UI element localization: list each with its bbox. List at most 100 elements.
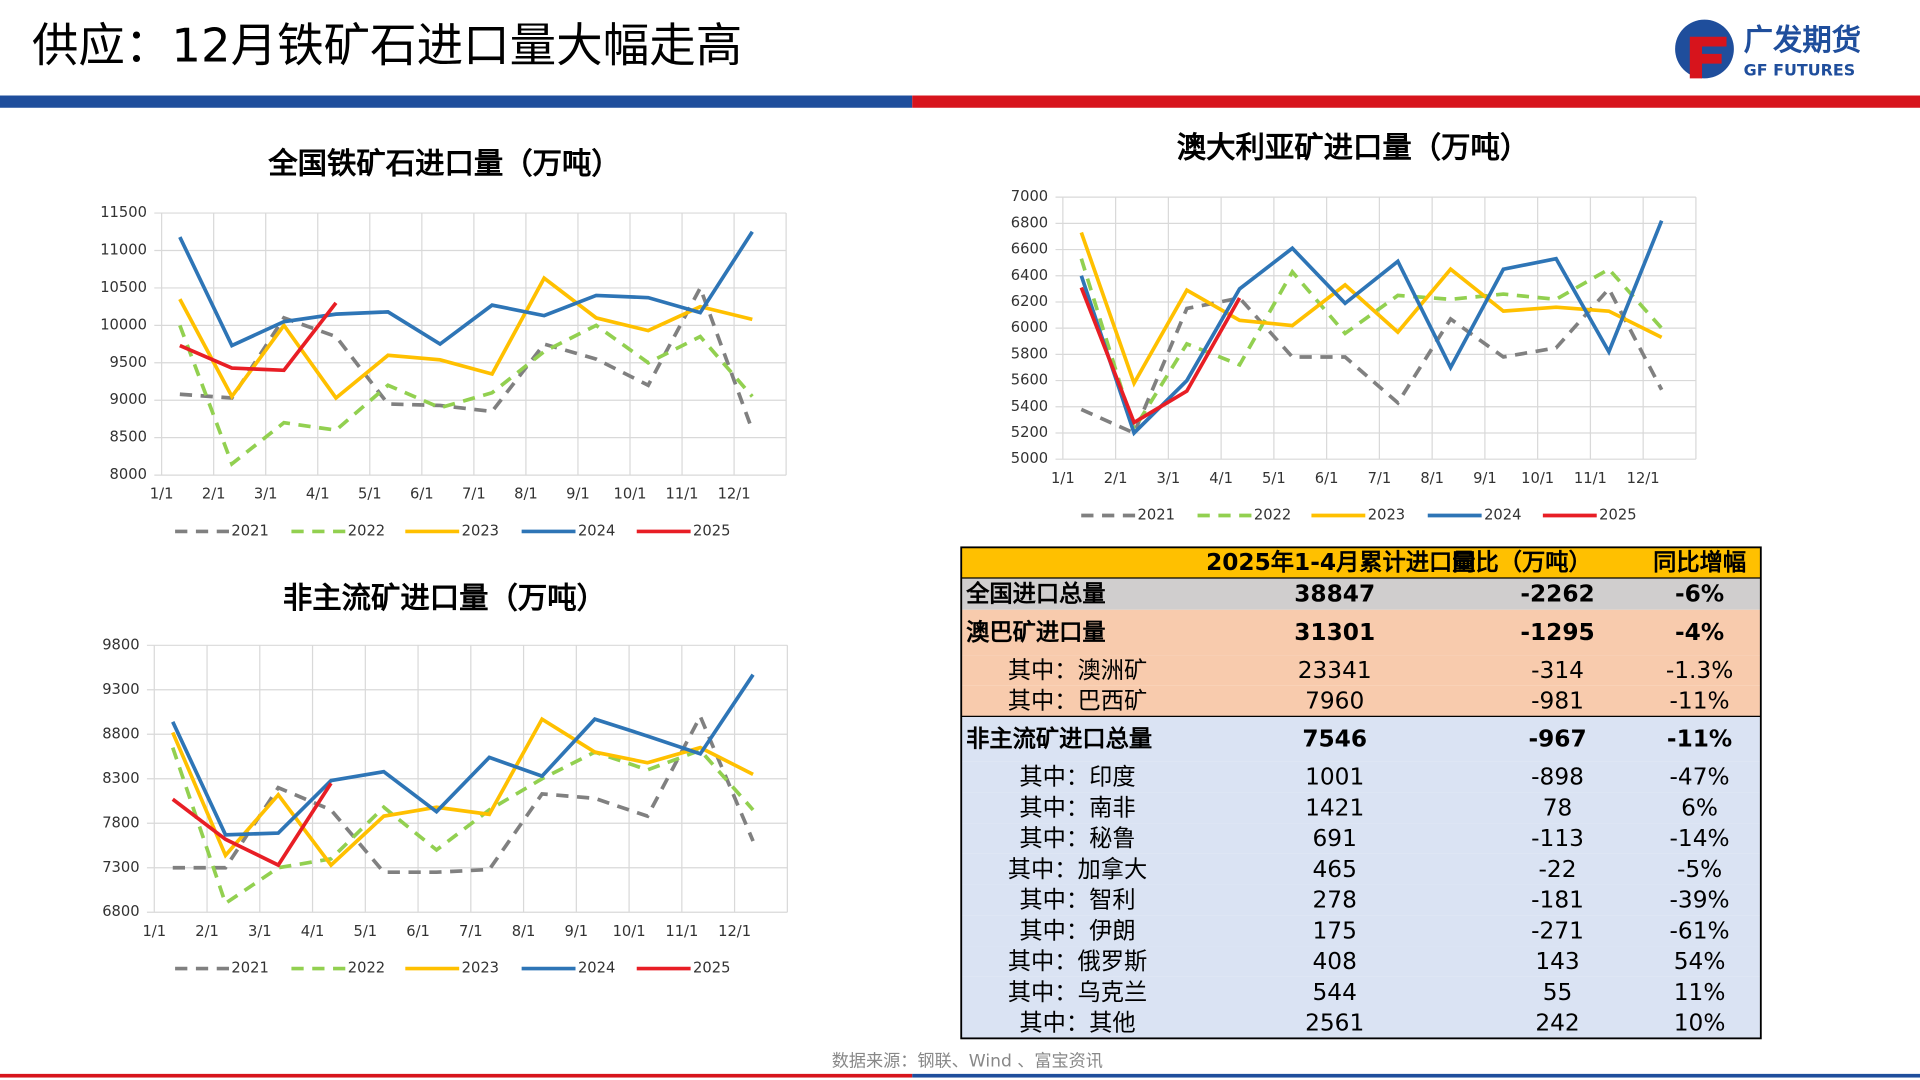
table-row-bg	[961, 609, 1761, 656]
bar-blue	[0, 95, 913, 108]
table-cell: -14%	[1670, 825, 1730, 852]
x-tick-label: 10/1	[614, 486, 647, 503]
x-tick-label: 7/1	[1368, 470, 1392, 487]
table-cell: 其中：加拿大	[1008, 856, 1148, 883]
y-tick-label: 9000	[110, 391, 147, 408]
series-line	[1079, 286, 1242, 426]
table-cell: 408	[1312, 948, 1356, 975]
source: 数据来源：钢联、Wind 、富宝资讯	[832, 1052, 1103, 1072]
y-tick-label: 5600	[1011, 372, 1048, 389]
x-tick-label: 9/1	[566, 486, 590, 503]
y-tick-label: 9300	[102, 681, 139, 698]
series-line	[179, 283, 755, 431]
logo: 广发期货 GF FUTURES	[1675, 19, 1861, 80]
table-cell: 其中：南非	[1019, 794, 1135, 821]
series-line	[178, 230, 754, 349]
legend-label: 2021	[1138, 507, 1175, 524]
x-tick-label: 5/1	[358, 486, 382, 503]
series-line	[1079, 231, 1663, 388]
table-cell: 1421	[1305, 794, 1364, 821]
x-tick-label: 8/1	[512, 923, 536, 940]
x-tick-label: 2/1	[1104, 470, 1128, 487]
y-tick-label: 9800	[102, 636, 139, 653]
x-tick-label: 2/1	[202, 486, 226, 503]
x-tick-label: 3/1	[254, 486, 278, 503]
legend-label: 2023	[462, 960, 499, 977]
series-line	[178, 275, 753, 401]
table-cell: -22	[1539, 856, 1577, 883]
legend-label: 2023	[1368, 507, 1405, 524]
table-cell: 465	[1312, 856, 1356, 883]
chart-title: 非主流矿进口量（万吨）	[283, 580, 606, 615]
x-tick-label: 7/1	[462, 486, 486, 503]
table-cell: -981	[1531, 688, 1584, 715]
table-cell: -5%	[1677, 856, 1722, 883]
table-cell: -4%	[1675, 619, 1724, 646]
table-row-bg	[961, 915, 1761, 947]
x-tick-label: 5/1	[353, 923, 377, 940]
legend-label: 2024	[1484, 507, 1521, 524]
series-line	[1080, 285, 1664, 436]
y-tick-label: 6600	[1011, 241, 1048, 258]
x-tick-label: 10/1	[613, 923, 646, 940]
y-tick-label: 6800	[102, 903, 139, 920]
series-line	[171, 673, 755, 837]
table-cell: 175	[1312, 917, 1356, 944]
table-cell: 其中：澳洲矿	[1008, 657, 1148, 684]
table-cell: -181	[1531, 887, 1584, 914]
y-tick-label: 7800	[102, 814, 139, 831]
series-line	[171, 747, 755, 907]
y-tick-label: 9500	[110, 354, 147, 371]
legend-label: 2021	[231, 522, 268, 539]
legend-label: 2025	[693, 522, 730, 539]
x-tick-label: 6/1	[1315, 470, 1339, 487]
chart-title: 澳大利亚矿进口量（万吨）	[1177, 129, 1530, 164]
x-tick-label: 9/1	[1473, 470, 1497, 487]
legend-label: 2022	[348, 522, 385, 539]
table-cell: -113	[1531, 825, 1584, 852]
table-cell: 全国进口总量	[965, 581, 1106, 608]
x-tick-label: 8/1	[1420, 470, 1444, 487]
legend-label: 2024	[578, 960, 615, 977]
y-tick-label: 7000	[1011, 188, 1048, 205]
x-tick-label: 9/1	[565, 923, 589, 940]
table-cell: 其中：其他	[1019, 1010, 1135, 1037]
series-line	[178, 323, 754, 467]
y-tick-label: 8800	[102, 725, 139, 742]
series-line	[1079, 258, 1664, 434]
x-tick-label: 5/1	[1262, 470, 1286, 487]
y-tick-label: 6200	[1011, 293, 1048, 310]
table-border	[960, 546, 1762, 1040]
y-tick-label: 6400	[1011, 267, 1048, 284]
x-tick-label: 1/1	[1051, 470, 1075, 487]
x-tick-label: 11/1	[665, 923, 698, 940]
y-tick-label: 10000	[100, 316, 147, 333]
table-row-bg	[961, 655, 1761, 686]
table-row-bg	[961, 976, 1761, 1008]
x-tick-label: 7/1	[459, 923, 483, 940]
table-cell: 非主流矿进口总量	[966, 726, 1152, 753]
table-row-bg	[961, 823, 1761, 854]
table-cell: 278	[1312, 887, 1356, 914]
table-cell: -1295	[1520, 619, 1594, 646]
table-cell: 澳巴矿进口量	[966, 619, 1106, 646]
table-cell: 其中：巴西矿	[1008, 688, 1148, 715]
table-cell: -314	[1531, 657, 1584, 684]
y-tick-label: 5000	[1011, 450, 1048, 467]
legend-label: 2022	[1254, 507, 1291, 524]
table-row-bg	[961, 884, 1761, 916]
table-cell: -39%	[1670, 887, 1730, 914]
table-cell: 143	[1535, 948, 1579, 975]
x-tick-label: 2/1	[195, 923, 219, 940]
slide-title: 供应：12月铁矿石进口量大幅走高	[32, 18, 742, 72]
table-cell: -2262	[1520, 581, 1594, 608]
table-cell: 544	[1312, 979, 1356, 1006]
series-line	[171, 716, 754, 868]
series-line	[172, 712, 755, 875]
table-cell: 38847	[1294, 581, 1375, 608]
x-tick-label: 12/1	[718, 923, 751, 940]
y-tick-label: 10500	[100, 279, 147, 296]
table-row-bg	[961, 577, 1761, 610]
table-cell: 242	[1535, 1010, 1579, 1037]
